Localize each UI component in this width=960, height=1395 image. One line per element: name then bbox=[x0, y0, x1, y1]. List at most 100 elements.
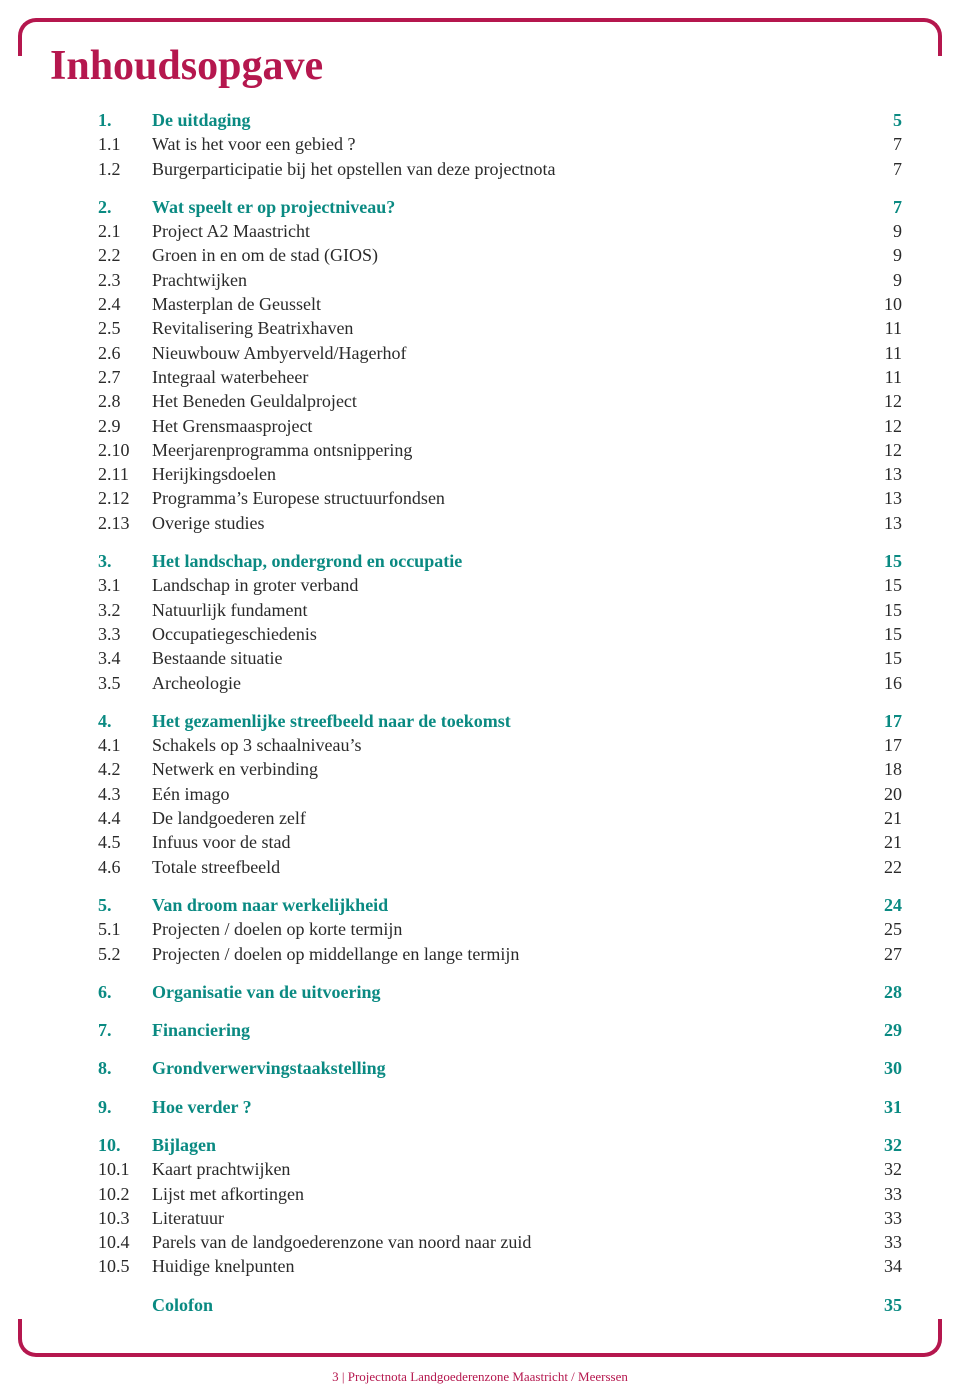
toc-item-page: 11 bbox=[862, 365, 902, 389]
toc-item-row: 5.1Projecten / doelen op korte termijn25 bbox=[98, 917, 902, 941]
toc-heading-number: 7. bbox=[98, 1018, 152, 1042]
toc-item-row: 10.2Lijst met afkortingen33 bbox=[98, 1182, 902, 1206]
toc-heading-label: Financiering bbox=[152, 1018, 862, 1042]
toc-heading-label: Hoe verder ? bbox=[152, 1095, 862, 1119]
toc-item-row: 2.2Groen in en om de stad (GIOS)9 bbox=[98, 243, 902, 267]
toc-item-row: 2.1Project A2 Maastricht9 bbox=[98, 219, 902, 243]
toc-section: 1.De uitdaging51.1Wat is het voor een ge… bbox=[98, 108, 902, 181]
toc-heading-page: 35 bbox=[862, 1293, 902, 1317]
toc-heading-label: Bijlagen bbox=[152, 1133, 862, 1157]
toc-item-label: Integraal waterbeheer bbox=[152, 365, 862, 389]
toc-section: 2.Wat speelt er op projectniveau?72.1Pro… bbox=[98, 195, 902, 535]
toc-item-page: 27 bbox=[862, 942, 902, 966]
toc-item-row: 4.3Eén imago20 bbox=[98, 782, 902, 806]
toc-item-page: 10 bbox=[862, 292, 902, 316]
toc-item-number: 4.4 bbox=[98, 806, 152, 830]
toc-item-label: Het Beneden Geuldalproject bbox=[152, 389, 862, 413]
toc-section: 4.Het gezamenlijke streefbeeld naar de t… bbox=[98, 709, 902, 879]
toc-item-label: Revitalisering Beatrixhaven bbox=[152, 316, 862, 340]
toc-heading-row: 2.Wat speelt er op projectniveau?7 bbox=[98, 195, 902, 219]
toc-item-row: 5.2Projecten / doelen op middellange en … bbox=[98, 942, 902, 966]
toc-item-page: 9 bbox=[862, 268, 902, 292]
toc-heading-page: 28 bbox=[862, 980, 902, 1004]
toc-section: 6.Organisatie van de uitvoering28 bbox=[98, 980, 902, 1004]
frame-edge bbox=[52, 18, 908, 22]
toc-heading-row: Colofon35 bbox=[98, 1293, 902, 1317]
toc-item-label: Huidige knelpunten bbox=[152, 1254, 862, 1278]
toc-heading-label: Organisatie van de uitvoering bbox=[152, 980, 862, 1004]
toc-item-number: 3.1 bbox=[98, 573, 152, 597]
toc-item-label: De landgoederen zelf bbox=[152, 806, 862, 830]
toc-item-number: 2.10 bbox=[98, 438, 152, 462]
toc-item-label: Groen in en om de stad (GIOS) bbox=[152, 243, 862, 267]
frame-corner bbox=[18, 18, 56, 56]
toc-item-number: 1.2 bbox=[98, 157, 152, 181]
toc-item-label: Project A2 Maastricht bbox=[152, 219, 862, 243]
toc-item-number: 10.2 bbox=[98, 1182, 152, 1206]
toc-item-label: Projecten / doelen op middellange en lan… bbox=[152, 942, 862, 966]
toc-item-page: 16 bbox=[862, 671, 902, 695]
toc-item-page: 33 bbox=[862, 1206, 902, 1230]
toc-item-row: 10.3Literatuur33 bbox=[98, 1206, 902, 1230]
toc-item-number: 3.2 bbox=[98, 598, 152, 622]
toc-item-number: 2.7 bbox=[98, 365, 152, 389]
frame-corner bbox=[904, 1319, 942, 1357]
toc-item-label: Prachtwijken bbox=[152, 268, 862, 292]
toc-item-label: Wat is het voor een gebied ? bbox=[152, 132, 862, 156]
toc-item-number: 4.1 bbox=[98, 733, 152, 757]
toc-heading-label: Het gezamenlijke streefbeeld naar de toe… bbox=[152, 709, 862, 733]
toc-section: 5.Van droom naar werkelijkheid245.1Proje… bbox=[98, 893, 902, 966]
toc-item-label: Masterplan de Geusselt bbox=[152, 292, 862, 316]
toc-item-page: 11 bbox=[862, 341, 902, 365]
toc-item-label: Meerjarenprogramma ontsnippering bbox=[152, 438, 862, 462]
toc-section: 3.Het landschap, ondergrond en occupatie… bbox=[98, 549, 902, 695]
toc-heading-label: Het landschap, ondergrond en occupatie bbox=[152, 549, 862, 573]
page: Inhoudsopgave 1.De uitdaging51.1Wat is h… bbox=[0, 0, 960, 1395]
frame-corner bbox=[18, 1319, 56, 1357]
toc-heading-number: 4. bbox=[98, 709, 152, 733]
toc-item-page: 12 bbox=[862, 389, 902, 413]
page-title: Inhoudsopgave bbox=[50, 42, 910, 90]
toc-item-row: 2.5Revitalisering Beatrixhaven11 bbox=[98, 316, 902, 340]
toc-heading-number: 1. bbox=[98, 108, 152, 132]
toc-item-row: 3.4Bestaande situatie15 bbox=[98, 646, 902, 670]
toc-item-page: 13 bbox=[862, 511, 902, 535]
toc-section: Colofon35 bbox=[98, 1293, 902, 1317]
toc-item-label: Parels van de landgoederenzone van noord… bbox=[152, 1230, 862, 1254]
toc-item-page: 12 bbox=[862, 414, 902, 438]
toc-item-row: 2.13Overige studies13 bbox=[98, 511, 902, 535]
toc-heading-number: 8. bbox=[98, 1056, 152, 1080]
toc-item-row: 4.4De landgoederen zelf21 bbox=[98, 806, 902, 830]
toc-item-page: 21 bbox=[862, 806, 902, 830]
toc-item-row: 1.2Burgerparticipatie bij het opstellen … bbox=[98, 157, 902, 181]
toc-item-row: 1.1Wat is het voor een gebied ?7 bbox=[98, 132, 902, 156]
toc-item-label: Eén imago bbox=[152, 782, 862, 806]
toc-item-row: 2.12Programma’s Europese structuurfondse… bbox=[98, 486, 902, 510]
toc-section: 9.Hoe verder ?31 bbox=[98, 1095, 902, 1119]
toc-item-page: 20 bbox=[862, 782, 902, 806]
toc-heading-number: 3. bbox=[98, 549, 152, 573]
toc-item-number: 2.5 bbox=[98, 316, 152, 340]
toc-item-page: 15 bbox=[862, 622, 902, 646]
toc-item-row: 2.8Het Beneden Geuldalproject12 bbox=[98, 389, 902, 413]
toc-item-label: Bestaande situatie bbox=[152, 646, 862, 670]
toc-item-label: Schakels op 3 schaalniveau’s bbox=[152, 733, 862, 757]
toc-item-label: Landschap in groter verband bbox=[152, 573, 862, 597]
toc-item-page: 13 bbox=[862, 486, 902, 510]
toc-item-label: Overige studies bbox=[152, 511, 862, 535]
toc-item-number: 2.8 bbox=[98, 389, 152, 413]
toc-item-number: 4.6 bbox=[98, 855, 152, 879]
toc-item-label: Occupatiegeschiedenis bbox=[152, 622, 862, 646]
toc-item-row: 3.5Archeologie16 bbox=[98, 671, 902, 695]
toc-section: 7.Financiering29 bbox=[98, 1018, 902, 1042]
toc-item-number: 10.5 bbox=[98, 1254, 152, 1278]
toc-item-row: 2.11Herijkingsdoelen13 bbox=[98, 462, 902, 486]
toc-item-page: 11 bbox=[862, 316, 902, 340]
toc-heading-page: 30 bbox=[862, 1056, 902, 1080]
toc-item-label: Herijkingsdoelen bbox=[152, 462, 862, 486]
toc-item-number: 2.11 bbox=[98, 462, 152, 486]
toc-heading-label: Wat speelt er op projectniveau? bbox=[152, 195, 862, 219]
toc-item-page: 15 bbox=[862, 646, 902, 670]
toc-item-page: 9 bbox=[862, 243, 902, 267]
toc-item-row: 10.1Kaart prachtwijken32 bbox=[98, 1157, 902, 1181]
